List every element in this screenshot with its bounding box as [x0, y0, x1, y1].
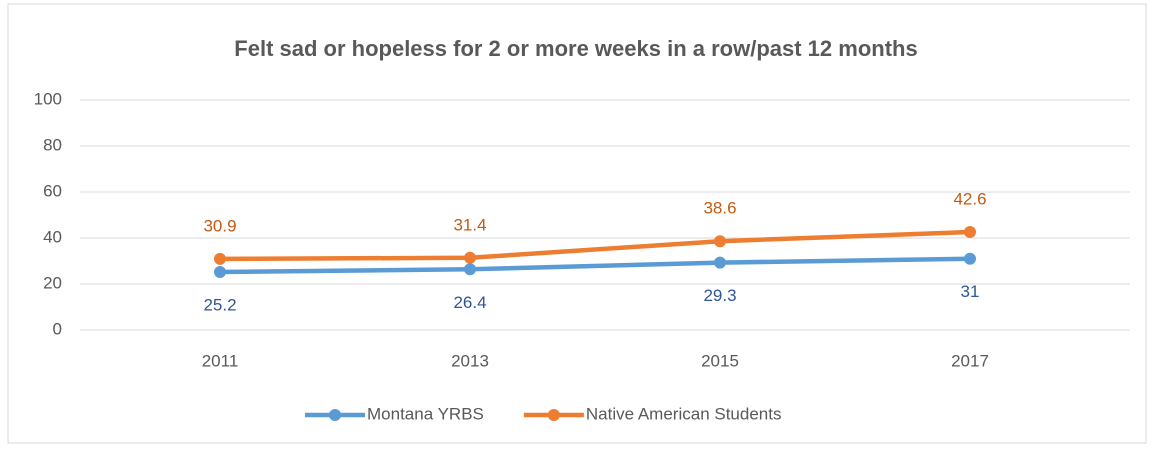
y-tick-label: 80	[43, 135, 62, 154]
y-tick-label: 60	[43, 181, 62, 200]
legend-marker	[547, 409, 560, 421]
data-point	[714, 256, 726, 269]
data-label: 30.9	[203, 216, 236, 235]
data-point	[964, 252, 976, 265]
data-label: 42.6	[953, 190, 986, 209]
data-point	[464, 251, 476, 264]
x-tick-label: 2011	[202, 351, 239, 370]
data-point	[214, 252, 226, 265]
data-label: 38.6	[703, 199, 736, 218]
data-point	[964, 226, 976, 239]
legend-label: Montana YRBS	[367, 404, 484, 423]
y-tick-label: 20	[43, 273, 62, 292]
chart-title: Felt sad or hopeless for 2 or more weeks…	[234, 36, 917, 61]
data-label: 29.3	[703, 286, 736, 305]
x-tick-label: 2013	[451, 351, 489, 370]
series-line	[219, 229, 971, 262]
data-point	[464, 263, 476, 276]
legend-label: Native American Students	[586, 404, 782, 423]
data-point	[214, 266, 226, 279]
data-point	[714, 235, 726, 248]
x-tick-label: 2017	[951, 351, 989, 370]
series-line	[219, 256, 971, 275]
y-tick-label: 40	[43, 227, 62, 246]
data-label: 31	[961, 282, 980, 301]
y-tick-label: 100	[34, 89, 62, 108]
y-tick-label: 0	[53, 319, 62, 338]
data-label: 31.4	[453, 215, 486, 234]
legend-marker	[329, 409, 341, 421]
data-label: 25.2	[203, 296, 236, 315]
data-label: 26.4	[453, 293, 486, 312]
chart-border	[7, 3, 1147, 444]
x-tick-label: 2015	[701, 351, 739, 370]
